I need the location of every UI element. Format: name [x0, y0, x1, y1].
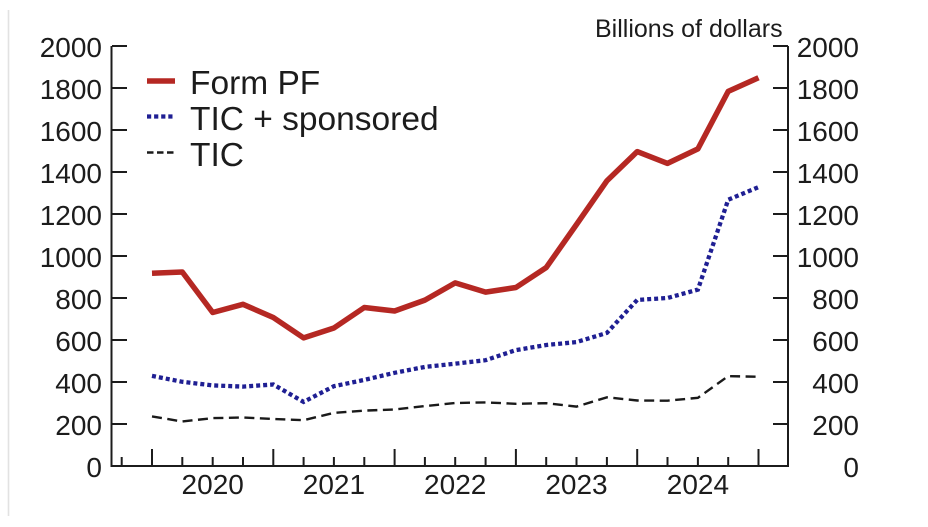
svg-text:2020: 2020: [182, 469, 244, 500]
svg-text:1400: 1400: [40, 158, 102, 189]
svg-text:600: 600: [55, 326, 102, 357]
svg-text:2000: 2000: [797, 32, 859, 63]
svg-text:0: 0: [86, 452, 102, 483]
svg-text:2024: 2024: [667, 469, 729, 500]
svg-text:800: 800: [55, 284, 102, 315]
svg-text:1600: 1600: [40, 116, 102, 147]
svg-text:2022: 2022: [424, 469, 486, 500]
svg-text:200: 200: [55, 410, 102, 441]
svg-text:800: 800: [812, 284, 859, 315]
svg-text:1200: 1200: [797, 200, 859, 231]
svg-text:1000: 1000: [797, 242, 859, 273]
svg-text:Billions of dollars: Billions of dollars: [595, 15, 783, 43]
svg-text:Form PF: Form PF: [190, 65, 320, 102]
svg-text:0: 0: [843, 452, 859, 483]
svg-text:1600: 1600: [797, 116, 859, 147]
svg-text:1000: 1000: [40, 242, 102, 273]
svg-text:1800: 1800: [797, 74, 859, 105]
svg-text:600: 600: [812, 326, 859, 357]
svg-text:2021: 2021: [303, 469, 365, 500]
svg-text:1400: 1400: [797, 158, 859, 189]
svg-text:TIC: TIC: [190, 137, 244, 174]
svg-text:TIC + sponsored: TIC + sponsored: [190, 101, 439, 138]
svg-text:2023: 2023: [545, 469, 607, 500]
svg-text:2000: 2000: [40, 32, 102, 63]
svg-text:1800: 1800: [40, 74, 102, 105]
svg-text:400: 400: [55, 368, 102, 399]
svg-text:200: 200: [812, 410, 859, 441]
svg-text:400: 400: [812, 368, 859, 399]
svg-text:1200: 1200: [40, 200, 102, 231]
